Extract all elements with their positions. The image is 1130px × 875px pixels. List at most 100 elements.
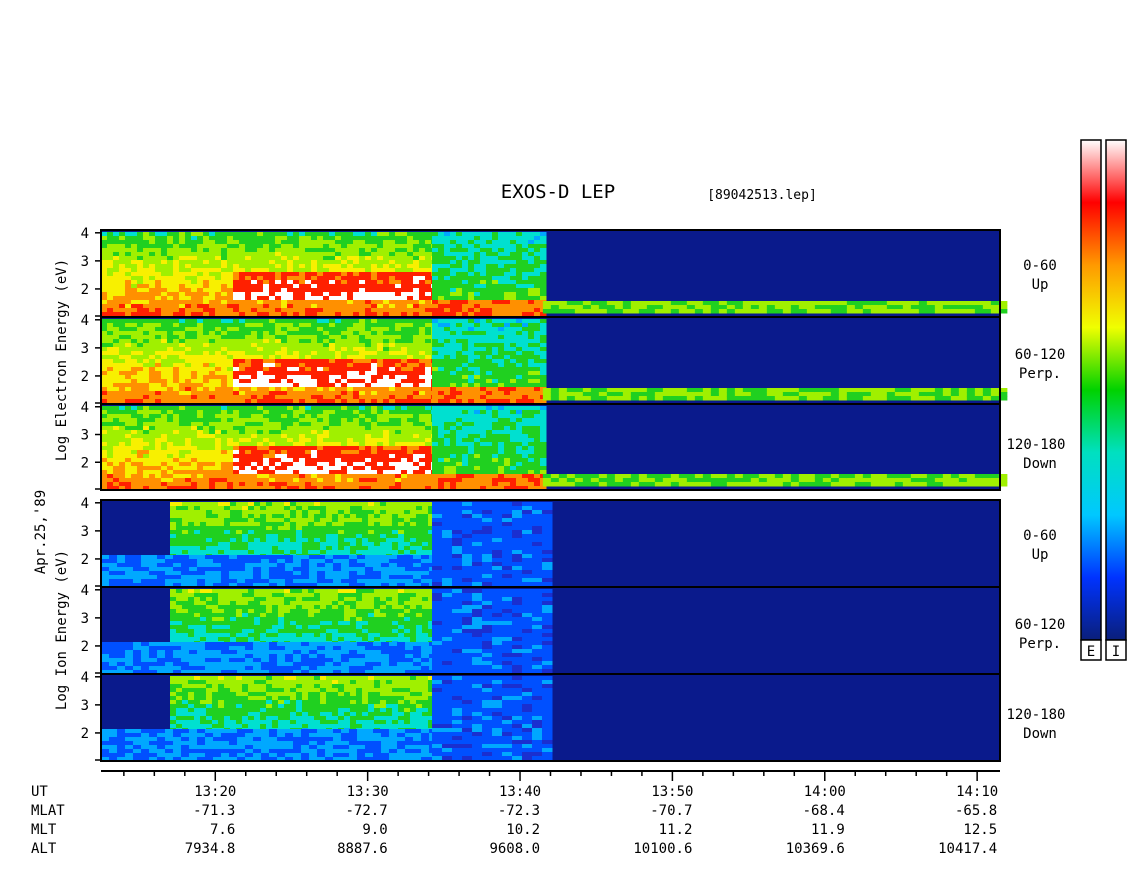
spectrum-cell [101, 434, 108, 439]
spectrum-cell [542, 301, 552, 306]
spectrum-cell [107, 351, 114, 356]
spectrum-cell [492, 418, 499, 423]
spectrum-cell [383, 422, 390, 427]
spectrum-cell [510, 486, 517, 491]
spectrum-cell [510, 335, 517, 340]
spectrum-cell [450, 312, 457, 317]
spectrum-cell [245, 375, 252, 380]
spectrum-cell [347, 418, 354, 423]
spectrum-cell [990, 396, 1000, 401]
spectrum-cell [275, 244, 282, 249]
spectrum-cell [161, 308, 168, 313]
spectrum-cell [323, 474, 330, 479]
spectrum-cell [173, 331, 180, 336]
spectrum-cell [101, 327, 108, 332]
spectrum-cell [365, 430, 372, 435]
spectrum-cell [522, 260, 529, 265]
spectrum-cell [401, 470, 408, 475]
spectrum-cell [341, 260, 348, 265]
spectrum-cell [456, 446, 463, 451]
spectrum-cell [167, 450, 174, 455]
spectrum-cell [311, 284, 318, 289]
spectrum-cell [143, 351, 150, 356]
spectrum-cell [197, 434, 204, 439]
spectrum-cell [534, 272, 541, 277]
spectrum-cell [425, 422, 432, 427]
spectrum-cell [480, 339, 487, 344]
spectrum-cell [413, 232, 420, 237]
spectrum-cell [407, 359, 414, 364]
spectrum-cell [239, 272, 246, 277]
spectrum-cell [558, 309, 568, 314]
spectrum-cell [456, 260, 463, 265]
spectrum-cell [606, 305, 616, 310]
spectrum-cell [413, 280, 420, 285]
spectrum-cell [413, 395, 420, 400]
spectrum-cell [395, 406, 402, 411]
spectrum-cell [395, 387, 402, 392]
spectrum-cell [149, 288, 156, 293]
spectrum-cell [173, 319, 180, 324]
spectrum-cell [245, 418, 252, 423]
spectrum-cell [550, 396, 560, 401]
spectrum-cell [638, 301, 648, 306]
spectrum-cell [383, 331, 390, 336]
spectrum-cell [107, 438, 114, 443]
spectrum-cell [540, 240, 547, 245]
spectrum-cell [281, 264, 288, 269]
spectrum-cell [311, 450, 318, 455]
spectrum-cell [419, 248, 426, 253]
spectrum-cell [119, 446, 126, 451]
spectrum-cell [167, 359, 174, 364]
spectrum-cell [450, 319, 457, 324]
spectrum-cell [305, 359, 312, 364]
spectrum-cell [510, 308, 517, 313]
spectrum-cell [407, 264, 414, 269]
spectrum-cell [299, 418, 306, 423]
spectrum-cell [287, 474, 294, 479]
spectrum-cell [107, 442, 114, 447]
spectrum-cell [365, 478, 372, 483]
spectrum-cell [365, 426, 372, 431]
spectrum-cell [131, 462, 138, 467]
spectrum-cell [191, 339, 198, 344]
spectrum-cell [486, 351, 493, 356]
spectrum-cell [149, 244, 156, 249]
spectrum-cell [522, 272, 529, 277]
spectrum-cell [311, 264, 318, 269]
spectrum-cell [155, 442, 162, 447]
spectrum-cell [377, 442, 384, 447]
spectrum-cell [167, 284, 174, 289]
spectrum-cell [155, 478, 162, 483]
spectrum-cell [990, 305, 1000, 310]
spectrum-cell [474, 462, 481, 467]
spectrum-cell [215, 323, 222, 328]
spectrum-cell [407, 414, 414, 419]
spectrum-cell [432, 268, 439, 273]
spectrum-cell [468, 264, 475, 269]
spectrum-cell [161, 383, 168, 388]
spectrum-cell [281, 260, 288, 265]
spectrum-cell [395, 268, 402, 273]
spectrum-cell [359, 331, 366, 336]
spectrum-cell [383, 406, 390, 411]
spectrum-cell [389, 343, 396, 348]
spectrum-cell [149, 304, 156, 309]
spectrum-cell [444, 363, 451, 368]
spectrum-cell [239, 454, 246, 459]
spectrum-cell [401, 375, 408, 380]
spectrum-cell [269, 387, 276, 392]
spectrum-cell [179, 268, 186, 273]
spectrum-cell [155, 343, 162, 348]
spectrum-cell [131, 272, 138, 277]
spectrum-cell [498, 339, 505, 344]
spectrum-cell [275, 387, 282, 392]
spectrum-cell [450, 367, 457, 372]
spectrum-cell [179, 383, 186, 388]
spectrum-cell [335, 438, 342, 443]
spectrum-cell [862, 392, 872, 397]
spectrum-cell [534, 252, 541, 257]
spectrum-cell [492, 478, 499, 483]
spectrum-cell [155, 395, 162, 400]
spectrum-cell [323, 244, 330, 249]
